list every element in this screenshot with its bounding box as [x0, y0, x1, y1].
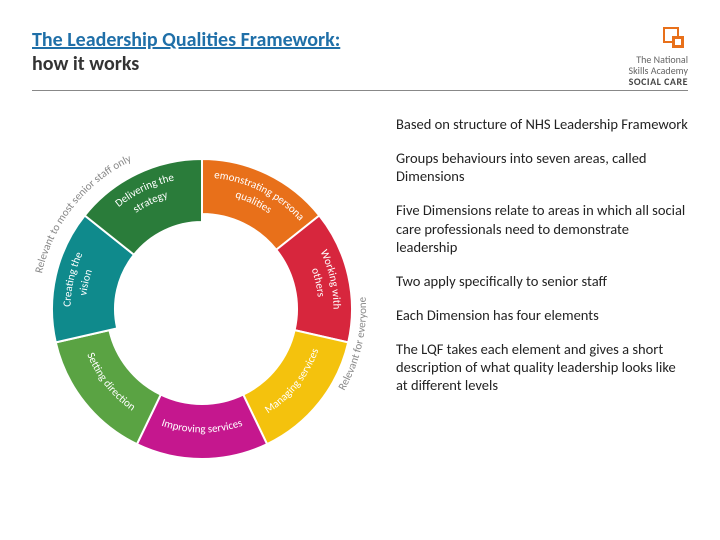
logo-icon	[660, 24, 688, 52]
title-line-1: The Leadership Qualities Framework:	[32, 28, 688, 52]
content: Demonstrating personalqualitiesWorking w…	[32, 109, 688, 489]
bullet-text: The LQF takes each element and gives a s…	[396, 340, 688, 394]
title-line-2: how it works	[32, 52, 688, 76]
header: The Leadership Qualities Framework: how …	[32, 28, 688, 91]
bullet-text: Five Dimensions relate to areas in which…	[396, 201, 688, 255]
bullet-text: Each Dimension has four elements	[396, 306, 688, 324]
logo: The National Skills Academy SOCIAL CARE	[629, 24, 688, 87]
bullet-text: Based on structure of NHS Leadership Fra…	[396, 115, 688, 133]
logo-text-3: SOCIAL CARE	[629, 75, 688, 88]
bullet-text: Two apply specifically to senior staff	[396, 272, 688, 290]
donut-diagram: Demonstrating personalqualitiesWorking w…	[32, 109, 372, 489]
bullet-text: Groups behaviours into seven areas, call…	[396, 149, 688, 185]
donut-svg: Demonstrating personalqualitiesWorking w…	[32, 109, 372, 509]
info-column: Based on structure of NHS Leadership Fra…	[396, 109, 688, 489]
